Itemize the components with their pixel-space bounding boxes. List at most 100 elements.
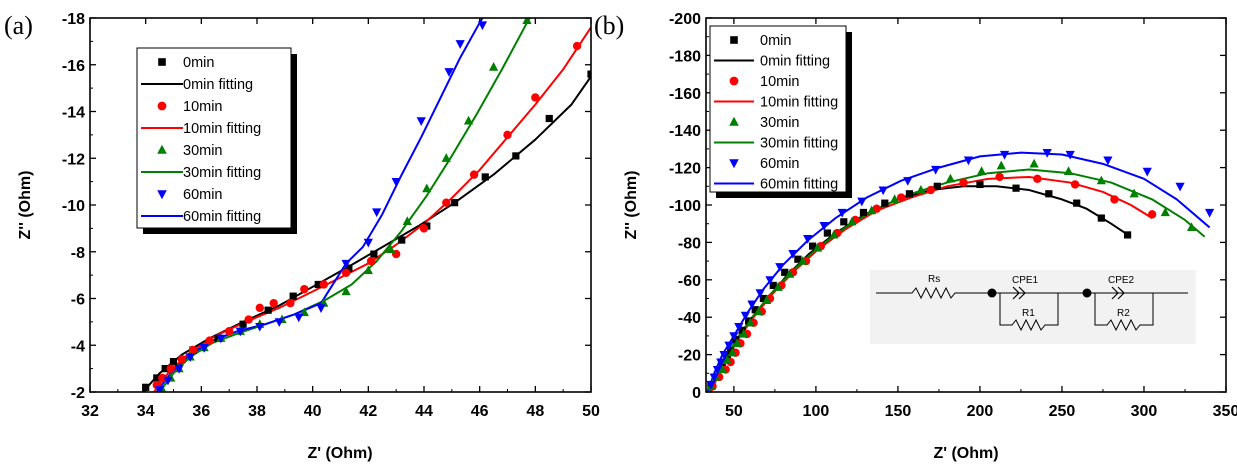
data-point-30min [441,153,451,162]
y-tick-label: -18 [62,11,85,28]
data-point-0min [731,336,740,344]
circuit-node-1 [987,288,997,298]
data-point-60min [788,250,798,259]
x-tick-label: 36 [192,403,210,420]
cpe2-symbol [1111,286,1119,300]
data-point-60min [734,322,744,332]
x-tick-label: 50 [725,403,743,420]
data-point-10min [255,303,264,313]
y-tick-label: -80 [678,235,701,252]
panel-b-x-axis-title: Z' (Ohm) [933,445,998,462]
data-point-10min [503,130,512,140]
legend-marker-60min [729,159,739,169]
data-point-0min [345,264,353,272]
data-point-30min [996,160,1006,170]
legend-label: 0min fitting [183,77,253,93]
panel-b-ticks: 50 100 150 200 250 300 350 0 -20 -40 -60 -80 -100 -12… [669,11,1237,420]
data-point-30min [402,216,412,225]
y-tick-label: -14 [62,105,85,122]
data-point-0min [859,208,868,217]
legend-label: 60min [760,156,800,172]
y-tick-label: -120 [669,161,701,178]
x-tick-label: 200 [967,403,994,420]
data-point-60min [724,341,734,351]
data-point-60min [931,165,941,175]
circuit-main-wire [876,286,1188,300]
y-tick-label: -60 [678,273,701,290]
data-point-0min [823,229,831,237]
data-point-60min [999,150,1010,160]
data-point-10min [897,193,906,202]
circuit-node-2 [1082,288,1092,298]
data-point-10min [1033,174,1042,184]
data-point-0min [840,218,848,226]
y-tick-label: -8 [71,245,85,262]
data-point-60min [199,343,209,353]
data-point-30min [363,265,373,275]
data-point-0min [214,334,222,342]
data-point-0min [161,365,169,373]
data-point-10min [300,284,309,294]
data-point-10min [995,172,1004,182]
data-point-30min [1160,207,1170,217]
data-point-30min [1186,222,1197,232]
data-point-0min [769,281,777,290]
y-tick-label: -6 [71,292,85,309]
data-point-60min [391,178,401,187]
panel-b-plot-frame [705,17,1227,393]
panel-b-series [706,149,1215,392]
data-point-60min [747,300,757,310]
data-point-0min [545,114,553,123]
data-point-0min [809,242,817,250]
y-tick-label: -160 [669,86,701,103]
panel-b: (b) 50 100 150 200 250 300 350 0 -20 -40 -60 -80 -10… [594,11,1237,462]
data-point-0min [481,173,489,181]
cpe2-symbol-b [1117,286,1125,300]
data-point-10min [177,355,187,364]
data-point-10min [166,364,175,373]
data-point-60min [1042,149,1052,158]
data-point-30min [773,282,783,291]
x-tick-label: 50 [582,403,600,420]
data-point-0min [289,292,297,300]
data-point-60min [729,332,739,341]
data-point-0min [738,326,746,334]
data-point-0min [1012,184,1020,192]
data-point-0min [1123,231,1132,239]
legend-label: 10min [760,74,800,90]
panel-a-y-axis-title: Z'' (Ohm) [17,171,34,240]
data-point-60min [903,177,913,186]
data-point-30min [717,364,728,374]
data-point-0min [759,294,768,303]
legend-label: 30min fitting [760,136,838,152]
data-point-0min [398,236,406,244]
legend-label: 10min fitting [760,95,838,111]
data-point-30min [739,328,749,338]
data-point-30min [890,194,900,203]
data-point-60min [1204,208,1215,218]
x-tick-label: 40 [304,403,322,420]
panel-a-legend: 0min 0min fitting 10min 10min fitting 30min 3… [136,47,297,234]
data-point-30min [1063,166,1074,175]
data-point-0min [169,358,178,366]
x-tick-label: 48 [526,403,544,420]
circuit-label-cpe1: CPE1 [1012,275,1039,286]
y-tick-label: 0 [692,385,701,402]
data-point-10min [469,170,479,179]
data-point-60min [819,221,829,231]
x-tick-label: 100 [803,403,830,420]
data-point-60min [235,327,245,337]
panel-b-label: (b) [594,11,624,40]
data-point-60min [416,117,426,126]
cpe1-symbol-b [1018,286,1026,300]
data-point-60min [775,263,785,272]
data-point-10min [872,204,881,213]
data-point-30min [463,115,474,125]
data-point-60min [274,318,284,327]
legend-label: 30min fitting [183,165,261,181]
circuit-label-cpe2: CPE2 [1108,275,1135,286]
data-point-10min [286,298,295,308]
data-point-0min [142,383,150,391]
data-point-60min [716,358,726,368]
